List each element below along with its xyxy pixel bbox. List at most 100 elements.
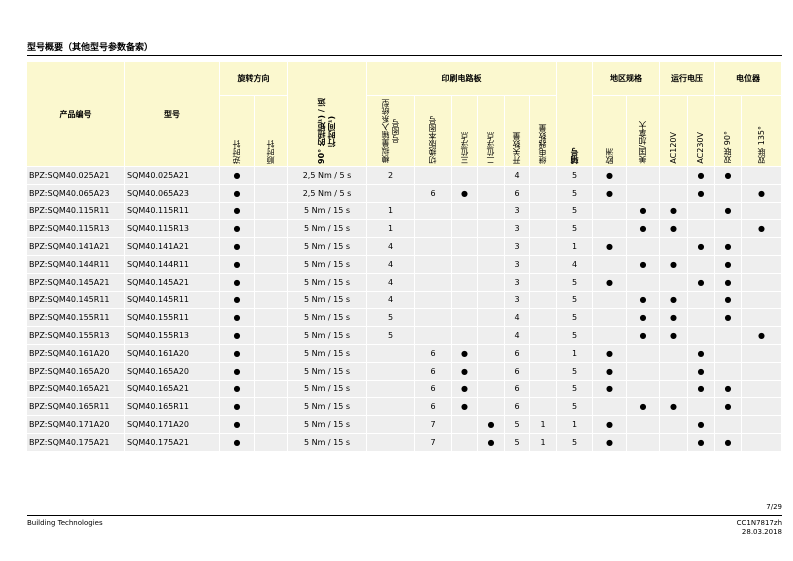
table-cell: 3	[505, 238, 530, 256]
table-cell	[742, 167, 783, 185]
table-cell: 5	[557, 362, 594, 381]
table-cell	[478, 220, 505, 239]
table-cell: 5 Nm / 15 s	[288, 344, 367, 363]
table-row: BPZ:SQM40.165R11 SQM40.165R11 ● 5 Nm / 15 s…	[27, 398, 783, 417]
table-cell	[742, 291, 783, 310]
table-cell: ●	[593, 238, 628, 256]
table-row: BPZ:SQM40.171A20 SQM40.171A20 ● 5 Nm / 15 s…	[27, 416, 783, 434]
header-cell: AC120V	[660, 96, 689, 167]
table-cell	[415, 273, 452, 292]
table-cell: ●	[688, 433, 716, 452]
table-cell: SQM40.115R11	[125, 202, 220, 221]
table-cell	[742, 416, 783, 434]
header-text: 双联 90°	[723, 131, 733, 164]
table-cell	[478, 291, 505, 310]
table-cell: 5	[505, 416, 530, 434]
table-cell: 2,5 Nm / 5 s	[288, 184, 367, 203]
table-cell: ●	[660, 309, 689, 328]
table-cell	[452, 202, 478, 221]
header-group: 电位器	[715, 62, 783, 96]
table-cell: SQM40.165R11	[125, 398, 220, 417]
table-cell	[478, 380, 505, 399]
table-cell: ●	[220, 167, 255, 185]
table-cell	[478, 327, 505, 345]
table-cell	[530, 291, 558, 310]
table-cell: ●	[660, 255, 689, 274]
table-cell	[688, 398, 716, 417]
table-cell	[688, 309, 716, 328]
table-cell	[593, 220, 628, 239]
table-cell	[255, 291, 288, 310]
table-cell	[715, 416, 743, 434]
table-row: BPZ:SQM40.175A21 SQM40.175A21 ● 5 Nm / 15 s…	[27, 433, 783, 452]
table-cell: ●	[220, 255, 255, 274]
table-cell: ●	[688, 416, 716, 434]
table-cell: 2	[367, 167, 415, 185]
table-cell: SQM40.165A21	[125, 380, 220, 399]
header-cell: 模拟量输入系统型号图号	[367, 96, 415, 167]
table-cell	[415, 309, 452, 328]
table-cell	[593, 309, 628, 328]
table-row: BPZ:SQM40.115R13 SQM40.115R13 ● 5 Nm / 15 s…	[27, 220, 783, 239]
table-cell	[478, 344, 505, 363]
table-cell: 7	[415, 416, 452, 434]
table-cell: ●	[715, 255, 743, 274]
table-cell	[478, 202, 505, 221]
table-cell: 5	[557, 398, 594, 417]
table-cell	[593, 202, 628, 221]
table-cell: SQM40.065A23	[125, 184, 220, 203]
table-cell	[255, 167, 288, 185]
table-cell	[530, 344, 558, 363]
table-row: BPZ:SQM40.155R13 SQM40.155R13 ● 5 Nm / 15 s…	[27, 327, 783, 345]
table-cell: 5 Nm / 15 s	[288, 398, 367, 417]
table-cell: BPZ:SQM40.175A21	[27, 433, 125, 452]
header-cell: 双联 135°	[742, 96, 783, 167]
table-cell: ●	[627, 309, 661, 328]
table-cell: 1	[557, 238, 594, 256]
header-cell: 切换版本图号	[415, 96, 452, 167]
title: 型号概要（其他型号参数备索）	[27, 43, 154, 53]
table-cell: SQM40.161A20	[125, 344, 220, 363]
table-cell: ●	[220, 238, 255, 256]
table-cell: ●	[688, 380, 716, 399]
table-cell	[452, 309, 478, 328]
table-cell	[530, 202, 558, 221]
table-cell: SQM40.175A21	[125, 433, 220, 452]
table-cell	[627, 433, 661, 452]
table-cell	[255, 220, 288, 239]
table-cell	[742, 238, 783, 256]
table-cell: BPZ:SQM40.161A20	[27, 344, 125, 363]
table-cell	[478, 184, 505, 203]
table-cell: SQM40.144R11	[125, 255, 220, 274]
header-group: 旋转方向	[220, 62, 288, 96]
table-cell	[255, 202, 288, 221]
date: 28.03.2018	[741, 528, 782, 536]
table-body: BPZ:SQM40.025A21 SQM40.025A21 ● 2,5 Nm / 5 …	[27, 167, 783, 452]
table-cell: 7	[415, 433, 452, 452]
table-cell: ●	[627, 255, 661, 274]
table-cell	[255, 184, 288, 203]
table-cell	[660, 416, 689, 434]
table-cell: 5 Nm / 15 s	[288, 273, 367, 292]
table-cell	[255, 273, 288, 292]
table-cell	[530, 255, 558, 274]
table-cell	[415, 255, 452, 274]
header-cell: 型号	[125, 62, 220, 167]
table-cell: 4	[557, 255, 594, 274]
rule	[27, 515, 782, 516]
table-cell: ●	[452, 362, 478, 381]
table-cell	[660, 184, 689, 203]
table-cell: 6	[505, 184, 530, 203]
table-cell	[478, 398, 505, 417]
table-cell: 5	[557, 433, 594, 452]
table-cell: ●	[742, 184, 783, 203]
table-row: BPZ:SQM40.161A20 SQM40.161A20 ● 5 Nm / 15 s…	[27, 344, 783, 363]
table-cell	[478, 273, 505, 292]
header-cell: 双联 90°	[715, 96, 743, 167]
table-cell: ●	[593, 380, 628, 399]
table-cell	[530, 309, 558, 328]
table-cell: ●	[660, 398, 689, 417]
table-cell: ●	[220, 362, 255, 381]
table-cell: 5	[557, 167, 594, 185]
table-cell: ●	[627, 220, 661, 239]
